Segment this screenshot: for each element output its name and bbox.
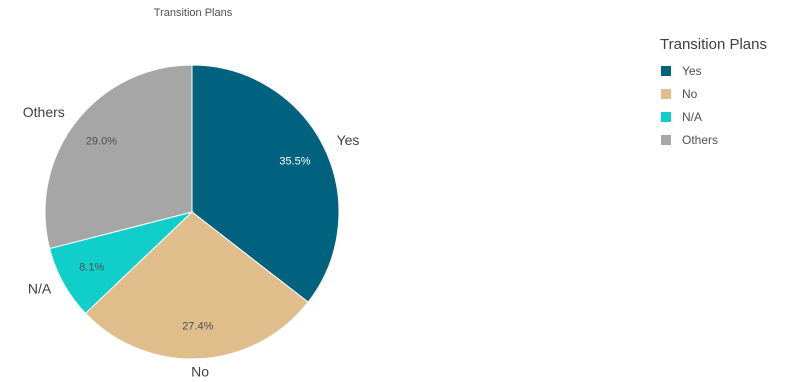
- legend-item-no[interactable]: No: [660, 85, 767, 102]
- legend-item-others[interactable]: Others: [660, 131, 767, 148]
- legend-swatch-yes: [661, 66, 671, 76]
- pie-category-label-yes: Yes: [337, 132, 360, 148]
- legend-item-na[interactable]: N/A: [660, 108, 767, 125]
- pie-category-label-others: Others: [23, 104, 65, 120]
- pie-value-label-na: 8.1%: [79, 262, 104, 274]
- legend-item-yes[interactable]: Yes: [660, 62, 767, 79]
- legend: Transition Plans Yes No N/A Others: [660, 36, 767, 154]
- legend-label-no: No: [682, 87, 697, 101]
- pie-category-label-no: No: [191, 364, 209, 380]
- legend-label-na: N/A: [682, 110, 702, 124]
- legend-title: Transition Plans: [660, 36, 767, 53]
- pie-category-label-na: N/A: [28, 281, 52, 297]
- legend-swatch-others: [661, 135, 671, 145]
- pie-value-label-no: 27.4%: [182, 320, 213, 332]
- legend-label-yes: Yes: [682, 64, 702, 78]
- legend-swatch-no: [661, 89, 671, 99]
- pie-value-label-others: 29.0%: [86, 136, 117, 148]
- legend-swatch-na: [661, 112, 671, 122]
- pie-value-label-yes: 35.5%: [279, 156, 310, 168]
- legend-label-others: Others: [682, 133, 718, 147]
